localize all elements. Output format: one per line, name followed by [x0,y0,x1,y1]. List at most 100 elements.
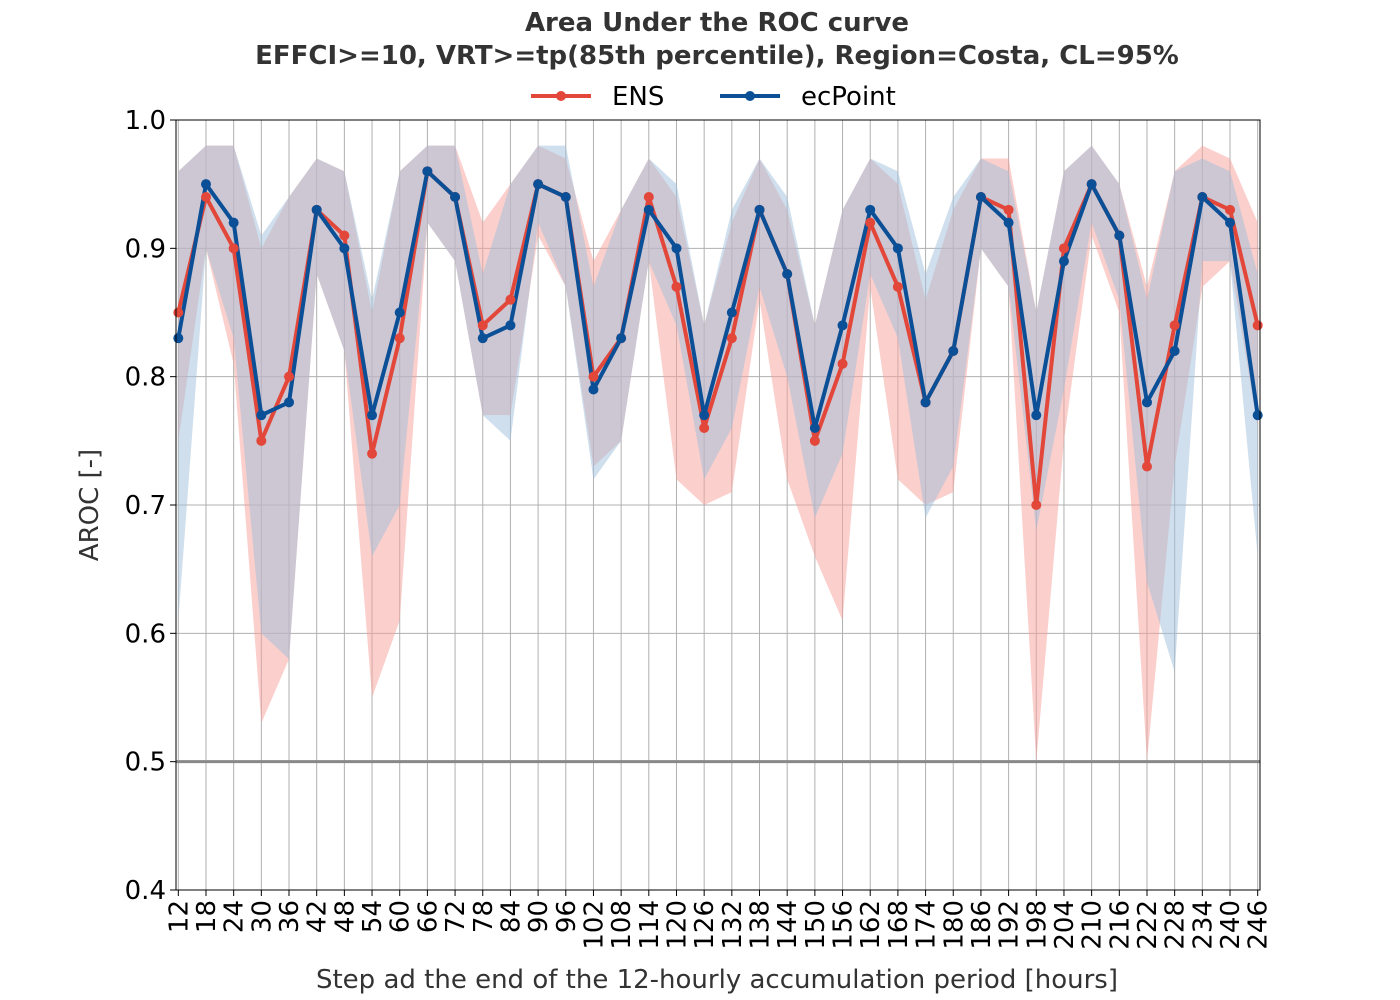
data-point-ecpoint-102 [588,384,599,395]
data-point-ecpoint-216 [1114,230,1125,241]
data-point-ens-120 [671,281,682,292]
data-point-ecpoint-192 [1003,217,1014,228]
data-point-ecpoint-54 [367,410,378,421]
x-tick-label-84: 84 [496,900,526,933]
x-tick-label-222: 222 [1133,900,1163,950]
data-point-ens-30 [256,435,267,446]
data-point-ens-36 [284,371,295,382]
x-tick-label-72: 72 [441,900,471,933]
y-tick-label-0.8: 0.8 [125,363,166,393]
x-tick-label-30: 30 [247,900,277,933]
data-point-ecpoint-186 [975,192,986,202]
data-point-ens-204 [1058,243,1069,254]
data-point-ecpoint-24 [228,217,239,228]
data-point-ecpoint-36 [284,397,295,408]
x-tick-label-90: 90 [524,900,554,933]
confidence-band-ecpoint [178,145,1258,672]
data-point-ecpoint-30 [256,410,267,421]
x-tick-label-78: 78 [469,900,499,933]
data-point-ecpoint-90 [533,179,544,190]
y-tick-label-0.5: 0.5 [125,748,166,778]
data-point-ecpoint-12 [173,333,184,344]
legend-ens-marker [556,91,566,101]
data-point-ecpoint-240 [1225,217,1236,228]
data-point-ecpoint-96 [560,192,571,202]
data-point-ecpoint-210 [1086,179,1097,190]
legend-ecpoint-label: ecPoint [801,82,896,112]
y-ticks: 0.4 0.5 0.6 0.7 0.8 0.9 1.0 [125,106,176,906]
x-tick-label-246: 246 [1244,900,1274,950]
data-point-ens-132 [726,333,737,344]
data-point-ecpoint-132 [726,307,737,318]
data-point-ens-84 [505,294,516,305]
data-point-ens-156 [837,358,848,369]
data-point-ens-126 [699,423,710,433]
x-tick-label-234: 234 [1188,900,1218,950]
x-tick-label-24: 24 [220,900,250,933]
data-point-ecpoint-138 [754,204,765,215]
data-point-ecpoint-120 [671,243,682,254]
x-tick-label-102: 102 [579,900,609,950]
y-tick-label-0.9: 0.9 [125,234,166,264]
data-point-ecpoint-126 [699,410,710,421]
chart-title: Area Under the ROC curve [525,8,909,38]
y-tick-label-1.0: 1.0 [125,106,166,136]
data-point-ens-102 [588,371,599,382]
x-tick-label-18: 18 [192,900,222,933]
x-tick-label-36: 36 [275,900,305,933]
x-tick-label-168: 168 [884,900,914,950]
x-tick-label-180: 180 [939,900,969,950]
data-point-ecpoint-204 [1058,256,1069,267]
x-tick-label-48: 48 [330,900,360,933]
legend-ens-label: ENS [612,82,664,112]
x-tick-label-42: 42 [303,900,333,933]
data-point-ecpoint-198 [1031,410,1042,421]
x-tick-label-162: 162 [856,900,886,950]
data-point-ens-240 [1225,204,1236,215]
y-tick-label-0.7: 0.7 [125,491,166,521]
data-point-ecpoint-234 [1197,192,1208,202]
x-tick-label-150: 150 [801,900,831,950]
data-point-ecpoint-60 [394,307,405,318]
series-line-ens [176,169,1260,507]
x-tick-label-210: 210 [1078,900,1108,950]
data-point-ecpoint-174 [920,397,931,408]
data-point-ecpoint-144 [782,269,793,279]
data-point-ens-198 [1031,500,1042,510]
x-tick-label-12: 12 [164,900,194,933]
data-point-ecpoint-72 [450,192,461,202]
x-tick-label-138: 138 [746,900,776,950]
data-point-ens-168 [892,281,903,292]
x-tick-label-156: 156 [829,900,859,950]
x-axis-label: Step ad the end of the 12-hourly accumul… [316,965,1118,995]
x-tick-label-198: 198 [1022,900,1052,950]
data-point-ecpoint-168 [892,243,903,254]
data-point-ens-78 [477,320,488,331]
data-point-ecpoint-180 [948,346,959,356]
legend: ENS ecPoint [531,82,896,112]
y-axis-label: AROC [-] [75,449,105,561]
x-tick-label-120: 120 [662,900,692,950]
confidence-bands [178,145,1258,762]
data-point-ecpoint-222 [1141,397,1152,408]
legend-ecpoint-marker [745,91,755,101]
data-point-ens-150 [809,435,820,446]
x-tick-label-60: 60 [386,900,416,933]
data-point-ens-222 [1141,461,1152,472]
x-tick-label-186: 186 [967,900,997,950]
data-point-ens-114 [643,192,654,202]
data-point-ecpoint-150 [809,423,820,433]
data-point-ens-192 [1003,204,1014,215]
data-point-ecpoint-108 [616,333,627,344]
data-point-ecpoint-228 [1169,346,1180,356]
data-point-ecpoint-66 [422,166,433,177]
x-ticks: 1218243036424854606672788490961021081141… [164,890,1274,950]
data-point-ecpoint-162 [865,204,876,215]
series-lines [176,169,1260,507]
x-tick-label-204: 204 [1050,900,1080,950]
data-point-ecpoint-84 [505,320,516,331]
y-tick-label-0.4: 0.4 [125,876,166,906]
x-tick-label-216: 216 [1105,900,1135,950]
data-point-ens-60 [394,333,405,344]
